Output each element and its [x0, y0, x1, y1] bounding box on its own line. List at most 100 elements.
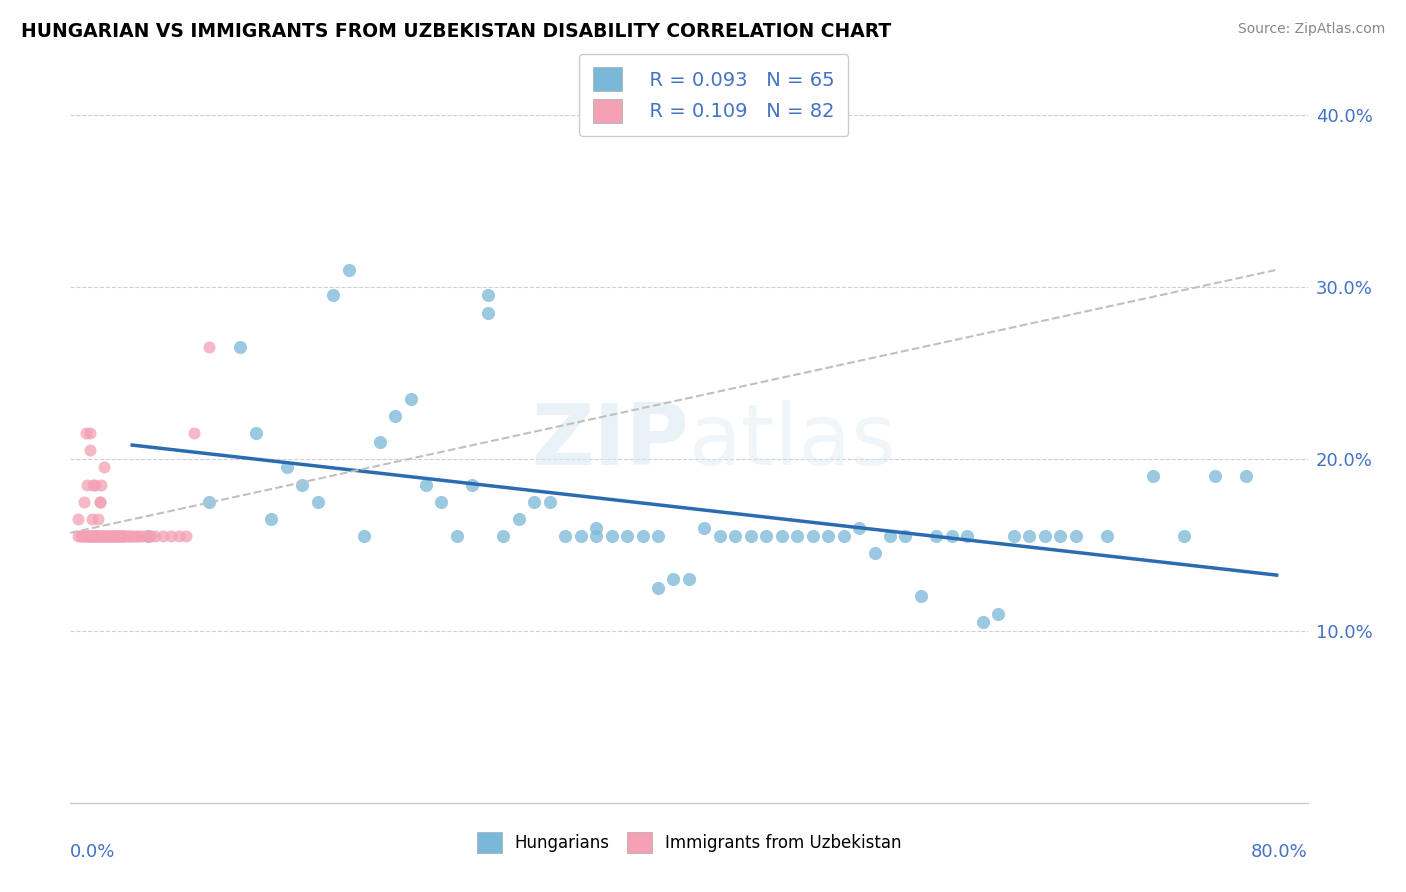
- Point: [114, 529, 135, 543]
- Point: [801, 529, 824, 543]
- Point: [585, 520, 607, 534]
- Point: [569, 529, 592, 543]
- Point: [554, 529, 576, 543]
- Point: [77, 529, 100, 543]
- Point: [110, 529, 132, 543]
- Point: [229, 340, 252, 354]
- Point: [72, 529, 94, 543]
- Point: [87, 529, 110, 543]
- Point: [107, 529, 129, 543]
- Point: [276, 460, 298, 475]
- Point: [117, 529, 139, 543]
- Point: [1049, 529, 1071, 543]
- Point: [245, 425, 267, 440]
- Point: [132, 529, 155, 543]
- Point: [538, 494, 561, 508]
- Point: [1033, 529, 1056, 543]
- Point: [101, 529, 124, 543]
- Point: [94, 529, 117, 543]
- Point: [724, 529, 747, 543]
- Point: [647, 529, 669, 543]
- Point: [523, 494, 546, 508]
- Point: [167, 529, 190, 543]
- Point: [84, 529, 107, 543]
- Point: [76, 529, 98, 543]
- Point: [82, 529, 105, 543]
- Point: [86, 529, 108, 543]
- Point: [115, 529, 138, 543]
- Point: [136, 529, 159, 543]
- Point: [84, 477, 107, 491]
- Point: [96, 529, 118, 543]
- Point: [415, 477, 437, 491]
- Point: [291, 477, 314, 491]
- Point: [75, 425, 97, 440]
- Point: [817, 529, 839, 543]
- Point: [105, 529, 128, 543]
- Point: [477, 288, 499, 302]
- Point: [70, 529, 93, 543]
- Point: [399, 392, 422, 406]
- Point: [76, 477, 98, 491]
- Point: [73, 529, 96, 543]
- Point: [82, 477, 105, 491]
- Point: [461, 477, 484, 491]
- Point: [77, 529, 100, 543]
- Point: [79, 425, 101, 440]
- Point: [103, 529, 125, 543]
- Point: [67, 529, 90, 543]
- Point: [89, 494, 111, 508]
- Point: [75, 529, 97, 543]
- Point: [73, 494, 96, 508]
- Point: [337, 262, 360, 277]
- Point: [89, 494, 111, 508]
- Point: [136, 529, 159, 543]
- Point: [1002, 529, 1025, 543]
- Point: [152, 529, 174, 543]
- Point: [1234, 469, 1257, 483]
- Text: HUNGARIAN VS IMMIGRANTS FROM UZBEKISTAN DISABILITY CORRELATION CHART: HUNGARIAN VS IMMIGRANTS FROM UZBEKISTAN …: [21, 22, 891, 41]
- Point: [740, 529, 762, 543]
- Point: [98, 529, 120, 543]
- Point: [368, 434, 391, 449]
- Point: [956, 529, 979, 543]
- Point: [107, 529, 129, 543]
- Point: [770, 529, 793, 543]
- Point: [91, 529, 114, 543]
- Point: [129, 529, 152, 543]
- Point: [70, 529, 93, 543]
- Point: [353, 529, 375, 543]
- Point: [82, 529, 105, 543]
- Point: [307, 494, 329, 508]
- Point: [125, 529, 148, 543]
- Point: [492, 529, 515, 543]
- Point: [832, 529, 855, 543]
- Point: [90, 529, 112, 543]
- Point: [124, 529, 146, 543]
- Point: [111, 529, 134, 543]
- Point: [709, 529, 731, 543]
- Point: [91, 529, 114, 543]
- Point: [755, 529, 778, 543]
- Point: [863, 546, 886, 560]
- Point: [160, 529, 183, 543]
- Point: [84, 529, 107, 543]
- Point: [477, 305, 499, 319]
- Point: [894, 529, 917, 543]
- Point: [174, 529, 197, 543]
- Point: [80, 512, 103, 526]
- Point: [87, 529, 110, 543]
- Text: ZIP: ZIP: [531, 400, 689, 483]
- Point: [101, 529, 124, 543]
- Point: [77, 529, 100, 543]
- Point: [121, 529, 143, 543]
- Point: [89, 529, 111, 543]
- Point: [198, 494, 221, 508]
- Point: [93, 460, 115, 475]
- Point: [94, 529, 117, 543]
- Point: [82, 529, 105, 543]
- Point: [647, 581, 669, 595]
- Point: [693, 520, 716, 534]
- Point: [941, 529, 963, 543]
- Point: [103, 529, 125, 543]
